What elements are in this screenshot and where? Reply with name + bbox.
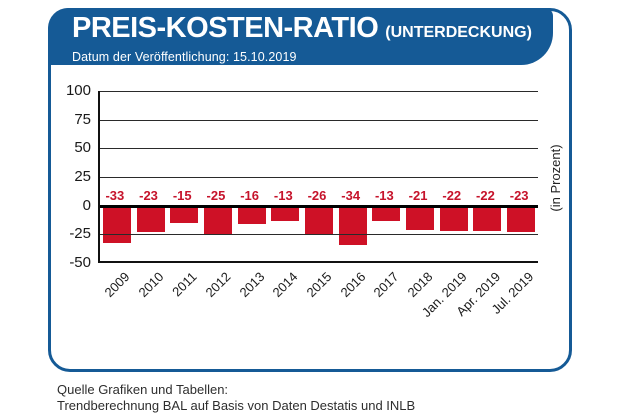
bar-2018 (406, 205, 435, 230)
gridline-50 (100, 148, 538, 150)
value-label: -15 (172, 187, 192, 203)
page-title: PREIS-KOSTEN-RATIO (72, 12, 379, 44)
source-note-line1: Quelle Grafiken und Tabellen: (57, 382, 229, 397)
y-tick-label: 25 (74, 168, 91, 185)
bar-2016 (338, 205, 367, 245)
bar-2011 (170, 205, 199, 223)
x-tick-label: 2013 (236, 269, 268, 301)
bar-2017 (372, 205, 401, 221)
publication-date: Datum der Veröffentlichung: 15.10.2019 (72, 50, 297, 64)
y-axis-title: (in Prozent) (548, 144, 563, 212)
y-tick-label: -25 (69, 225, 91, 243)
x-tick-label: 2009 (101, 269, 133, 301)
gridline-25 (100, 177, 538, 178)
banner-title-row: PREIS-KOSTEN-RATIO (UNTERDECKUNG) (72, 13, 553, 48)
bar-2010 (136, 205, 165, 233)
x-tick-label: 2012 (202, 269, 234, 301)
x-tick-label: 2014 (269, 269, 301, 301)
gridline-75 (100, 119, 538, 121)
value-label: -34 (341, 187, 361, 203)
y-tick-label: 0 (82, 196, 91, 214)
value-label: -23 (509, 187, 529, 203)
zero-gridline (100, 204, 538, 208)
x-tick-label: 2016 (337, 269, 369, 301)
header-banner: PREIS-KOSTEN-RATIO (UNTERDECKUNG) Datum d… (48, 8, 553, 65)
x-tick-label: 2015 (303, 269, 335, 301)
value-label: -26 (307, 187, 327, 203)
y-tick-label: 75 (74, 110, 91, 128)
bar-2014 (271, 205, 300, 221)
page-title-suffix: (UNTERDECKUNG) (385, 24, 532, 41)
bar-Apr. 2019 (473, 205, 502, 231)
bar-Jul. 2019 (507, 205, 536, 233)
plot-area (98, 91, 538, 263)
bar-2012 (203, 205, 232, 235)
value-label: -13 (374, 187, 394, 203)
value-label: -22 (442, 187, 462, 203)
value-label: -21 (408, 187, 428, 203)
gridline--25 (100, 234, 538, 236)
source-note: Quelle Grafiken und Tabellen: Trendberec… (57, 382, 415, 414)
bar-2013 (237, 205, 266, 224)
y-tick-label: 50 (74, 139, 91, 157)
y-tick-label: 100 (65, 82, 91, 99)
value-label: -13 (273, 187, 293, 203)
y-tick-label: -50 (69, 254, 91, 271)
value-label: -16 (240, 187, 259, 203)
x-tick-label: 2011 (169, 269, 200, 300)
gridline-100 (100, 91, 538, 92)
bar-2009 (102, 205, 131, 244)
x-tick-label: 2017 (370, 269, 402, 301)
bar-2015 (305, 205, 333, 236)
bar-Jan. 2019 (439, 205, 468, 231)
x-tick-label: 2010 (135, 269, 167, 301)
source-note-line2: Trendberechnung BAL auf Basis von Daten … (57, 398, 416, 413)
value-label: -23 (139, 187, 158, 203)
value-label: -33 (105, 187, 125, 203)
value-label: -25 (206, 187, 226, 203)
value-label: -22 (476, 187, 495, 203)
chart-frame: (in Prozent) 100 75 50 25 0 -25 -50 -33 2009 -23 2… (48, 8, 572, 372)
x-axis-line (100, 261, 538, 263)
